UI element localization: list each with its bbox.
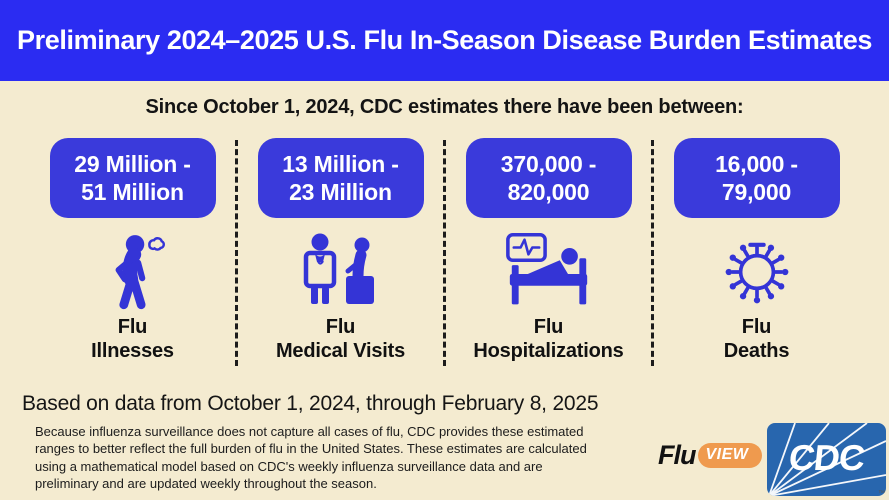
data-period-heading: Based on data from October 1, 2024, thro… [22,392,599,415]
column-flu-illnesses: 29 Million - 51 Million Flu [30,138,235,370]
cdc-logo: CDC [767,423,886,496]
dashed-divider [443,140,446,366]
dashed-divider [651,140,654,366]
subtitle: Since October 1, 2024, CDC estimates the… [145,96,744,118]
virus-icon [716,228,798,316]
methodology-disclaimer: Because influenza surveillance does not … [35,424,587,491]
title-banner: Preliminary 2024–2025 U.S. Flu In-Season… [0,0,889,81]
estimate-range-badge: 13 Million - 23 Million [257,138,424,218]
hospital-bed-icon [502,228,596,316]
cdc-trademark: ™ [878,490,885,497]
stats-grid: 29 Million - 51 Million Flu [30,138,859,370]
fluview-logo-view-pill: VIEW [697,443,763,468]
dashed-divider [235,140,238,366]
column-label: Flu Deaths [723,316,790,362]
column-flu-medical-visits: 13 Million - 23 Million [238,138,443,370]
column-label: Flu Medical Visits [275,316,406,362]
estimate-range-badge: 29 Million - 51 Million [49,138,216,218]
page-title: Preliminary 2024–2025 U.S. Flu In-Season… [17,25,872,55]
cdc-logo-text: CDC [786,437,867,478]
fluview-logo: Flu VIEW [658,440,763,471]
column-flu-hospitalizations: 370,000 - 820,000 Flu [446,138,651,370]
column-label: Flu Illnesses [91,316,174,362]
estimate-range-badge: 370,000 - 820,000 [465,138,632,218]
column-label: Flu Hospitalizations [473,316,624,362]
fluview-logo-flu-text: Flu [658,440,696,470]
column-flu-deaths: 16,000 - 79,000 [654,138,859,370]
estimate-range-badge: 16,000 - 79,000 [673,138,840,218]
doctor-visit-icon [301,228,381,316]
person-coughing-icon [94,228,172,316]
